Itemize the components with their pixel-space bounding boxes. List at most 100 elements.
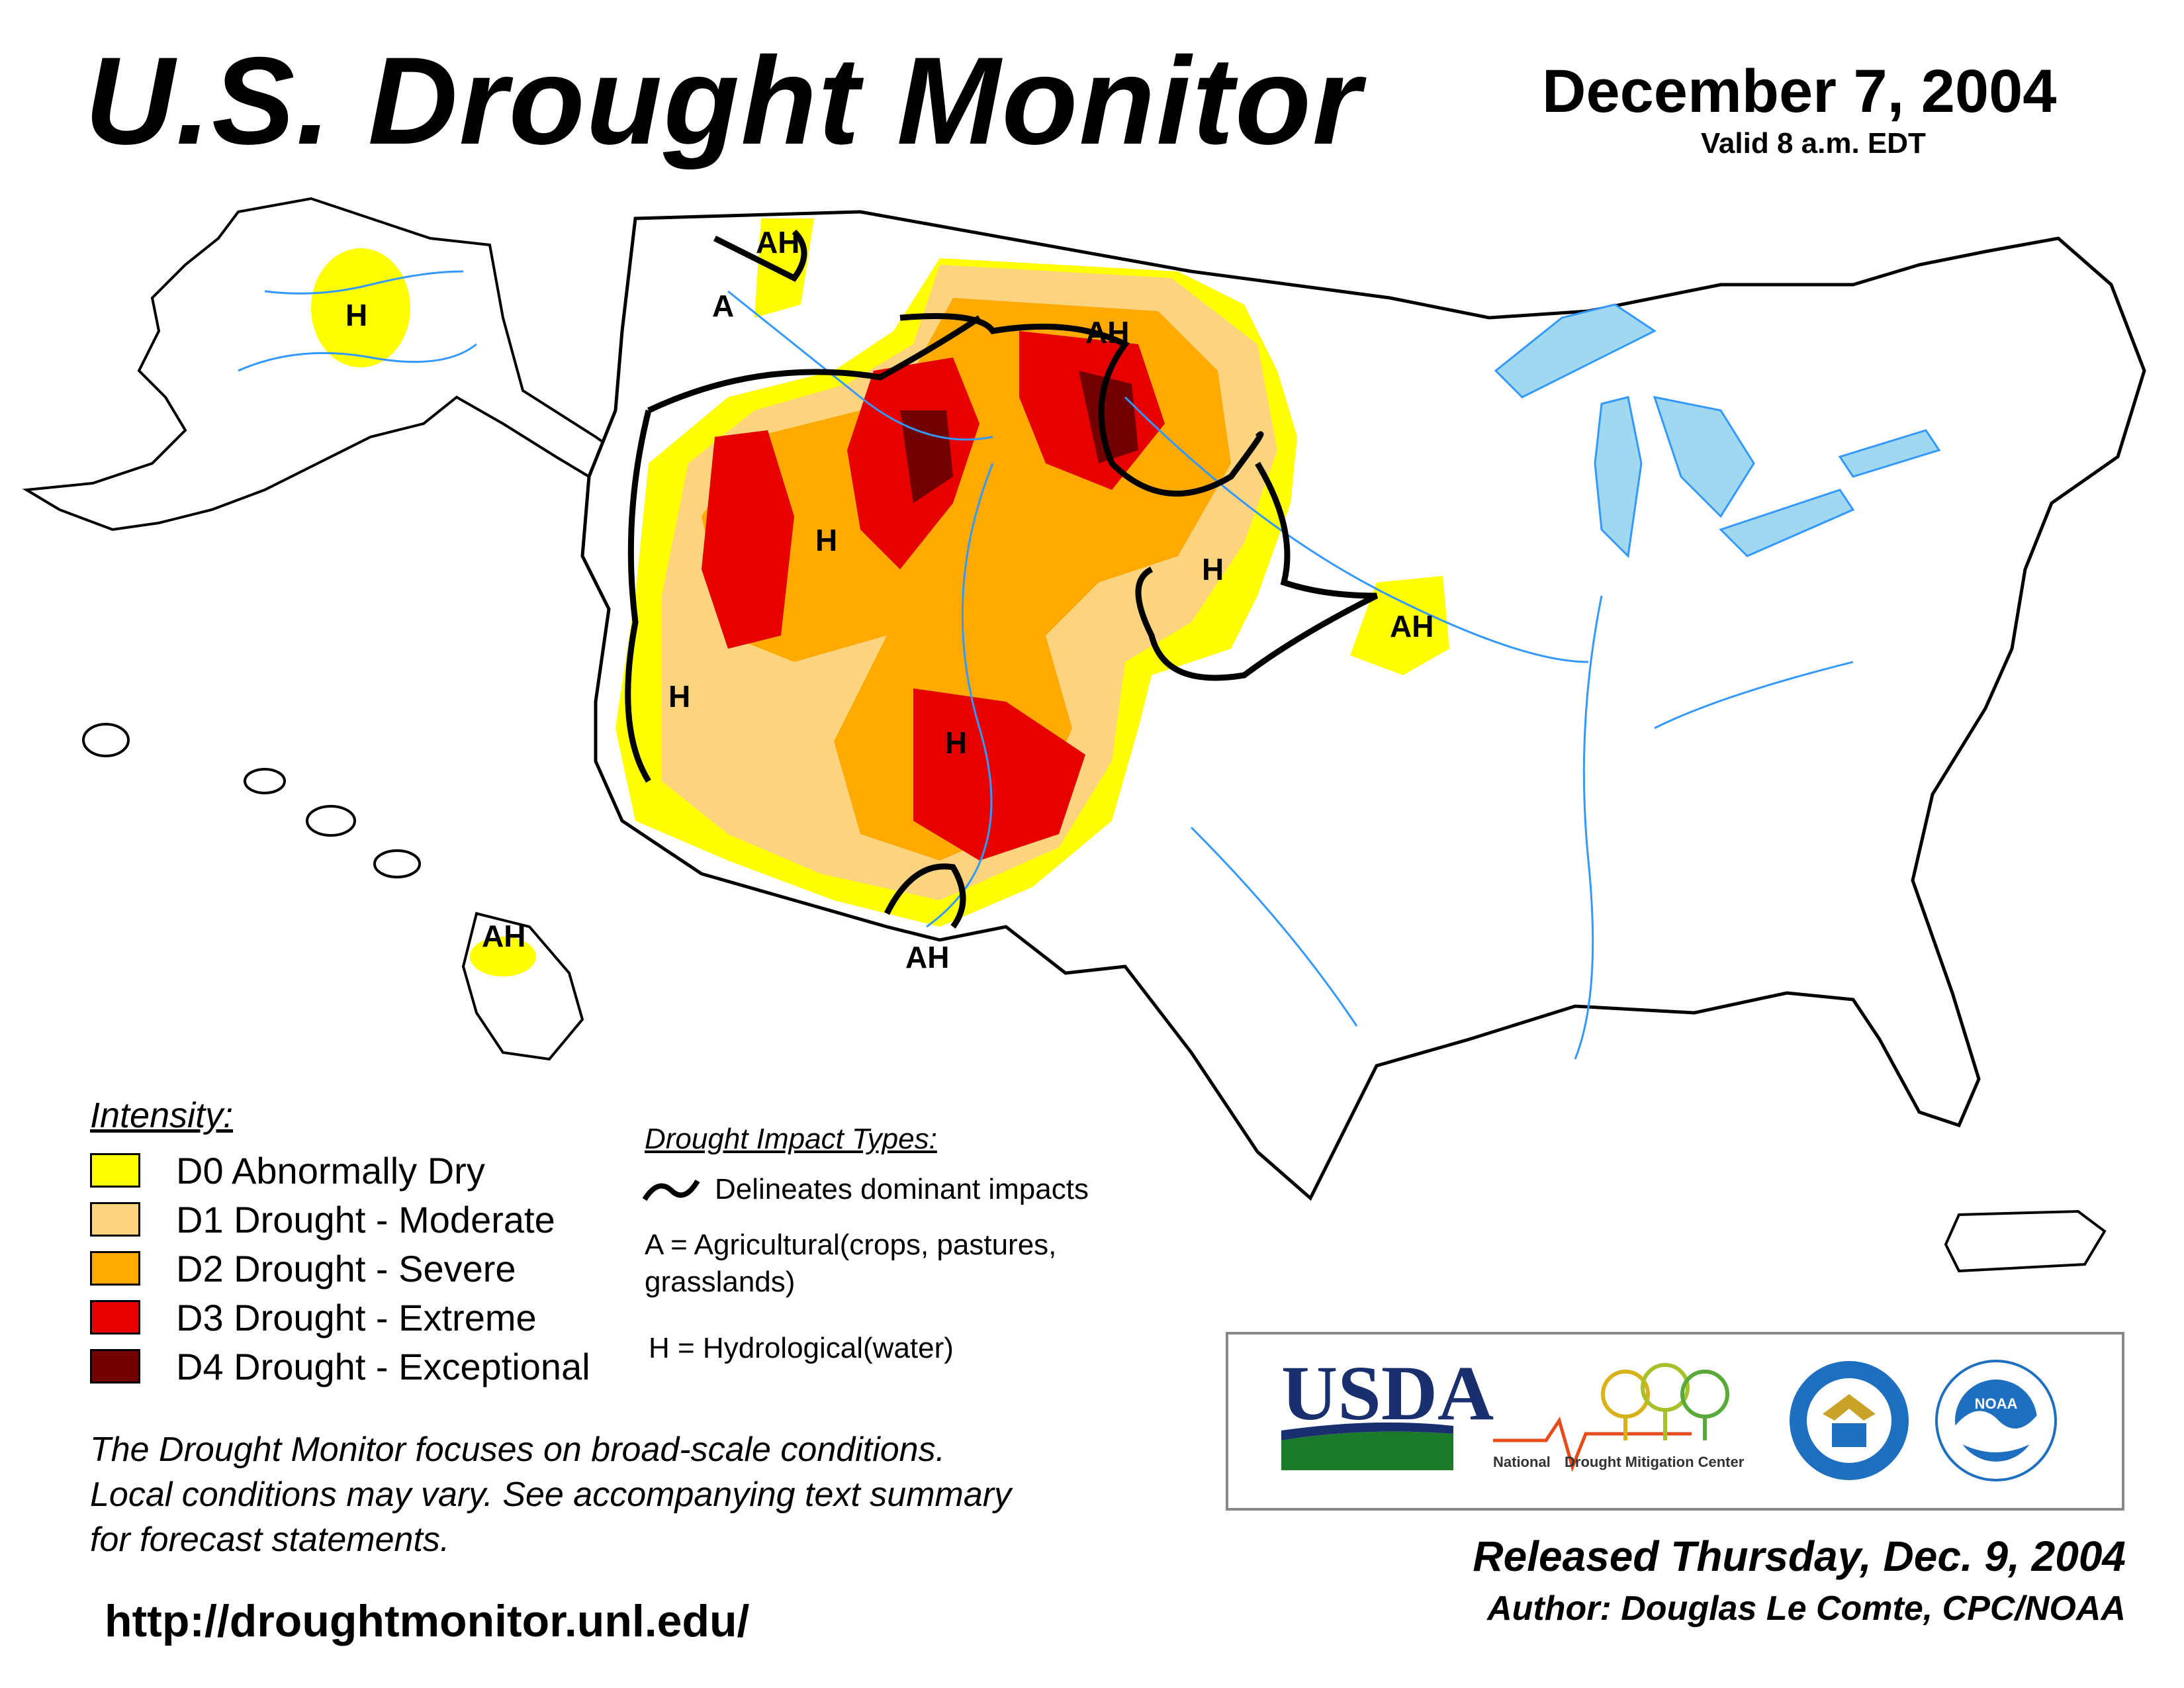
impact-line [899, 313, 1264, 497]
impact-line [884, 863, 966, 929]
impact-line [1135, 461, 1379, 681]
alaska-river [264, 270, 464, 295]
impact-a-line1: A = Agricultural(crops, pastures, [645, 1229, 1057, 1261]
d3-area [702, 430, 794, 649]
impact-line [625, 409, 652, 783]
map-label: AH [756, 225, 799, 259]
red-river [1190, 826, 1358, 1027]
lake-superior [1494, 303, 1657, 399]
legend-label: D0 Abnormally Dry [176, 1149, 485, 1192]
shield-icon [1832, 1423, 1866, 1447]
hawaii [82, 723, 584, 1061]
map-label: H [668, 679, 690, 714]
d0-area [1350, 576, 1449, 675]
ndmc-pulse-line [1493, 1417, 1692, 1472]
legend-item-d1: D1 Drought - Moderate [90, 1198, 555, 1241]
noaa-bird-icon [1955, 1411, 2037, 1452]
map-label: H [1202, 552, 1224, 586]
rivers [727, 290, 1854, 1060]
disclaimer-line: Local conditions may vary. See accompany… [90, 1476, 1012, 1514]
noaa-text: NOAA [1975, 1395, 2018, 1412]
alaska [22, 197, 665, 532]
map-label: H [345, 298, 367, 332]
hawaii-island [82, 723, 130, 757]
legend-label: D3 Drought - Extreme [176, 1296, 537, 1338]
author: Author: Douglas Le Comte, CPC/NOAA [1487, 1589, 2126, 1628]
lake-erie [1719, 489, 1855, 557]
impact-line [647, 315, 981, 414]
map-label: A [712, 289, 734, 323]
impact-lines [625, 229, 1379, 929]
usda-logo-text: USDA [1281, 1350, 1494, 1436]
released-date: Released Thursday, Dec. 9, 2004 [1473, 1532, 2126, 1580]
commerce-seal [1790, 1361, 1909, 1480]
colorado-river [926, 463, 994, 928]
usda-green-field [1281, 1431, 1453, 1470]
map-label: AH [1085, 315, 1129, 350]
lake-ontario [1838, 429, 1941, 478]
sponsor-logos: USDA National Drought Mitigation Center [1226, 1332, 2124, 1511]
hawaii-d0-area [470, 937, 536, 976]
legend-label: D2 Drought - Severe [176, 1247, 516, 1289]
hawaii-island [244, 768, 286, 794]
drought-areas [615, 218, 1449, 927]
legend-item-d3: D3 Drought - Extreme [90, 1296, 537, 1338]
alaska-d0-area [311, 248, 410, 367]
snake-river [727, 290, 993, 441]
legend-item-d4: D4 Drought - Exceptional [90, 1345, 590, 1387]
map-label: H [945, 726, 967, 760]
impact-h-line: H = Hydrological(water) [649, 1332, 954, 1364]
page-title: U.S. Drought Monitor [85, 31, 1363, 170]
alaska-river [238, 343, 477, 372]
impact-types-title: Drought Impact Types: [645, 1123, 937, 1155]
intensity-legend-title: Intensity: [90, 1096, 234, 1135]
d0-swatch [90, 1153, 140, 1188]
map-date: December 7, 2004 [1542, 58, 2057, 125]
map-label: H [815, 523, 837, 557]
d3-swatch [90, 1300, 140, 1335]
disclaimer: The Drought Monitor focuses on broad-sca… [90, 1427, 1202, 1562]
ohio-river [1654, 661, 1854, 729]
lake-huron [1653, 396, 1755, 518]
ndmc-logo: National Drought Mitigation Center [1493, 1363, 1745, 1472]
noaa-logo: NOAA [1935, 1360, 2057, 1481]
disclaimer-line: The Drought Monitor focuses on broad-sca… [90, 1430, 946, 1469]
map-label: AH [482, 919, 525, 953]
legend-label: D4 Drought - Exceptional [176, 1345, 590, 1387]
tree-icon [1680, 1370, 1729, 1419]
ndmc-national-text: National [1493, 1454, 1551, 1470]
ndmc-name-text: Drought Mitigation Center [1565, 1454, 1745, 1470]
legend-item-d0: D0 Abnormally Dry [90, 1149, 485, 1192]
map-label: AH [1390, 609, 1433, 643]
d2-swatch [90, 1251, 140, 1286]
valid-time: Valid 8 a.m. EDT [1701, 127, 1926, 160]
d4-area [900, 410, 953, 503]
hawaii-island [306, 805, 356, 837]
d4-area [1079, 371, 1138, 463]
missouri-river [1124, 396, 1589, 663]
impact-line-sample [642, 1179, 700, 1201]
logos-svg: USDA National Drought Mitigation Center [1281, 1350, 2057, 1481]
alaska-outline [22, 197, 665, 532]
impact-line [713, 229, 807, 282]
commerce-seal-inner [1807, 1378, 1891, 1463]
map-label: AH [905, 940, 949, 974]
legend-item-d2: D2 Drought - Severe [90, 1247, 516, 1289]
impact-line-label: Delineates dominant impacts [715, 1173, 1089, 1205]
impact-a-line2: grasslands) [645, 1266, 796, 1298]
eagle-icon [1823, 1394, 1876, 1421]
d4-swatch [90, 1349, 140, 1383]
usda-blue-stripe [1281, 1422, 1453, 1440]
disclaimer-line: for forecast statements. [90, 1521, 450, 1559]
puerto-rico [1944, 1209, 2107, 1273]
website-link[interactable]: http://droughtmonitor.unl.edu/ [105, 1596, 750, 1646]
tree-icon [1601, 1370, 1650, 1419]
legend-label: D1 Drought - Moderate [176, 1198, 555, 1241]
lake-michigan [1594, 396, 1643, 559]
hawaii-island [373, 849, 421, 878]
tree-icon [1641, 1363, 1690, 1412]
usda-logo: USDA [1281, 1350, 1494, 1470]
d1-swatch [90, 1202, 140, 1237]
mississippi-river [1574, 595, 1603, 1060]
